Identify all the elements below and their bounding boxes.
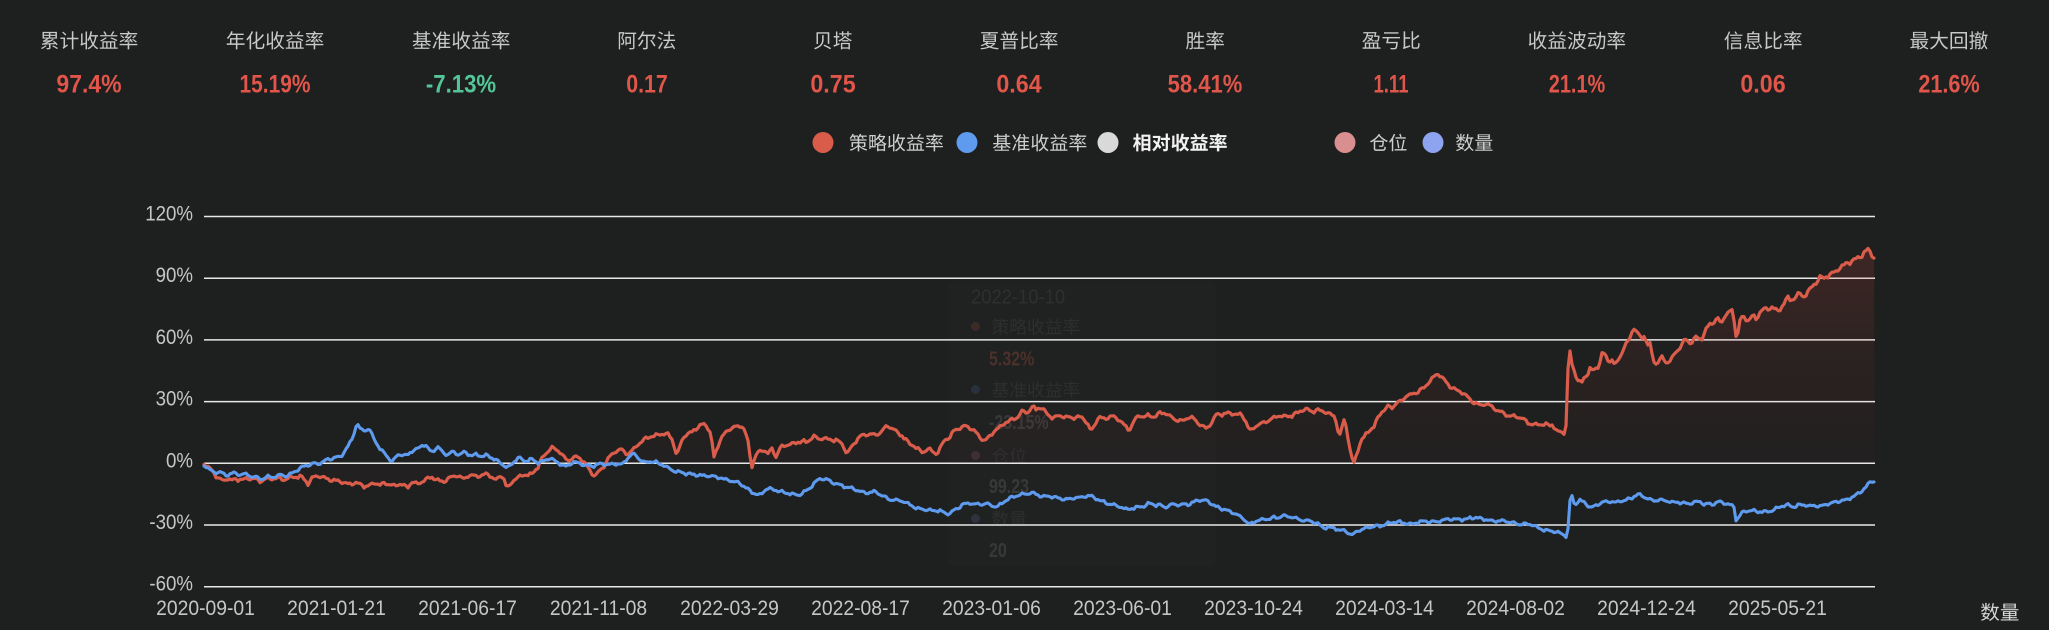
- svg-text:0.06: 0.06: [1740, 71, 1785, 99]
- svg-text:0%: 0%: [166, 449, 193, 472]
- svg-text:0.75: 0.75: [810, 71, 855, 99]
- svg-text:2022-08-17: 2022-08-17: [811, 597, 910, 620]
- svg-text:2020-09-01: 2020-09-01: [156, 597, 255, 620]
- svg-text:5.32%: 5.32%: [989, 348, 1034, 370]
- svg-text:97.4%: 97.4%: [56, 71, 121, 99]
- svg-text:20: 20: [989, 539, 1007, 561]
- svg-text:0.17: 0.17: [626, 70, 668, 98]
- svg-text:99.23: 99.23: [989, 475, 1029, 497]
- svg-text:21.1%: 21.1%: [1549, 69, 1606, 98]
- svg-text:1.11: 1.11: [1373, 70, 1408, 99]
- svg-text:60%: 60%: [156, 326, 193, 349]
- svg-text:2022-03-29: 2022-03-29: [680, 597, 779, 620]
- svg-text:-60%: -60%: [149, 573, 193, 596]
- svg-text:2023-06-01: 2023-06-01: [1073, 597, 1172, 620]
- svg-text:58.41%: 58.41%: [1168, 71, 1243, 99]
- svg-text:2024-03-14: 2024-03-14: [1335, 597, 1434, 620]
- svg-text:15.19%: 15.19%: [240, 70, 311, 98]
- svg-text:2023-10-24: 2023-10-24: [1204, 597, 1303, 620]
- svg-text:2024-08-02: 2024-08-02: [1466, 597, 1565, 620]
- svg-text:-30%: -30%: [149, 511, 193, 534]
- svg-text:2021-11-08: 2021-11-08: [550, 597, 647, 620]
- svg-text:30%: 30%: [156, 388, 193, 411]
- svg-text:90%: 90%: [156, 264, 193, 287]
- svg-text:2022-10-10: 2022-10-10: [971, 287, 1065, 309]
- svg-text:2025-05-21: 2025-05-21: [1728, 597, 1827, 620]
- svg-text:2021-06-17: 2021-06-17: [418, 597, 517, 620]
- svg-text:2021-01-21: 2021-01-21: [287, 597, 386, 620]
- svg-text:21.6%: 21.6%: [1918, 70, 1979, 98]
- svg-text:2024-12-24: 2024-12-24: [1597, 597, 1696, 620]
- svg-text:2023-01-06: 2023-01-06: [942, 597, 1041, 620]
- svg-text:0.64: 0.64: [996, 71, 1042, 99]
- svg-text:-7.13%: -7.13%: [426, 70, 496, 99]
- svg-text:120%: 120%: [145, 203, 193, 226]
